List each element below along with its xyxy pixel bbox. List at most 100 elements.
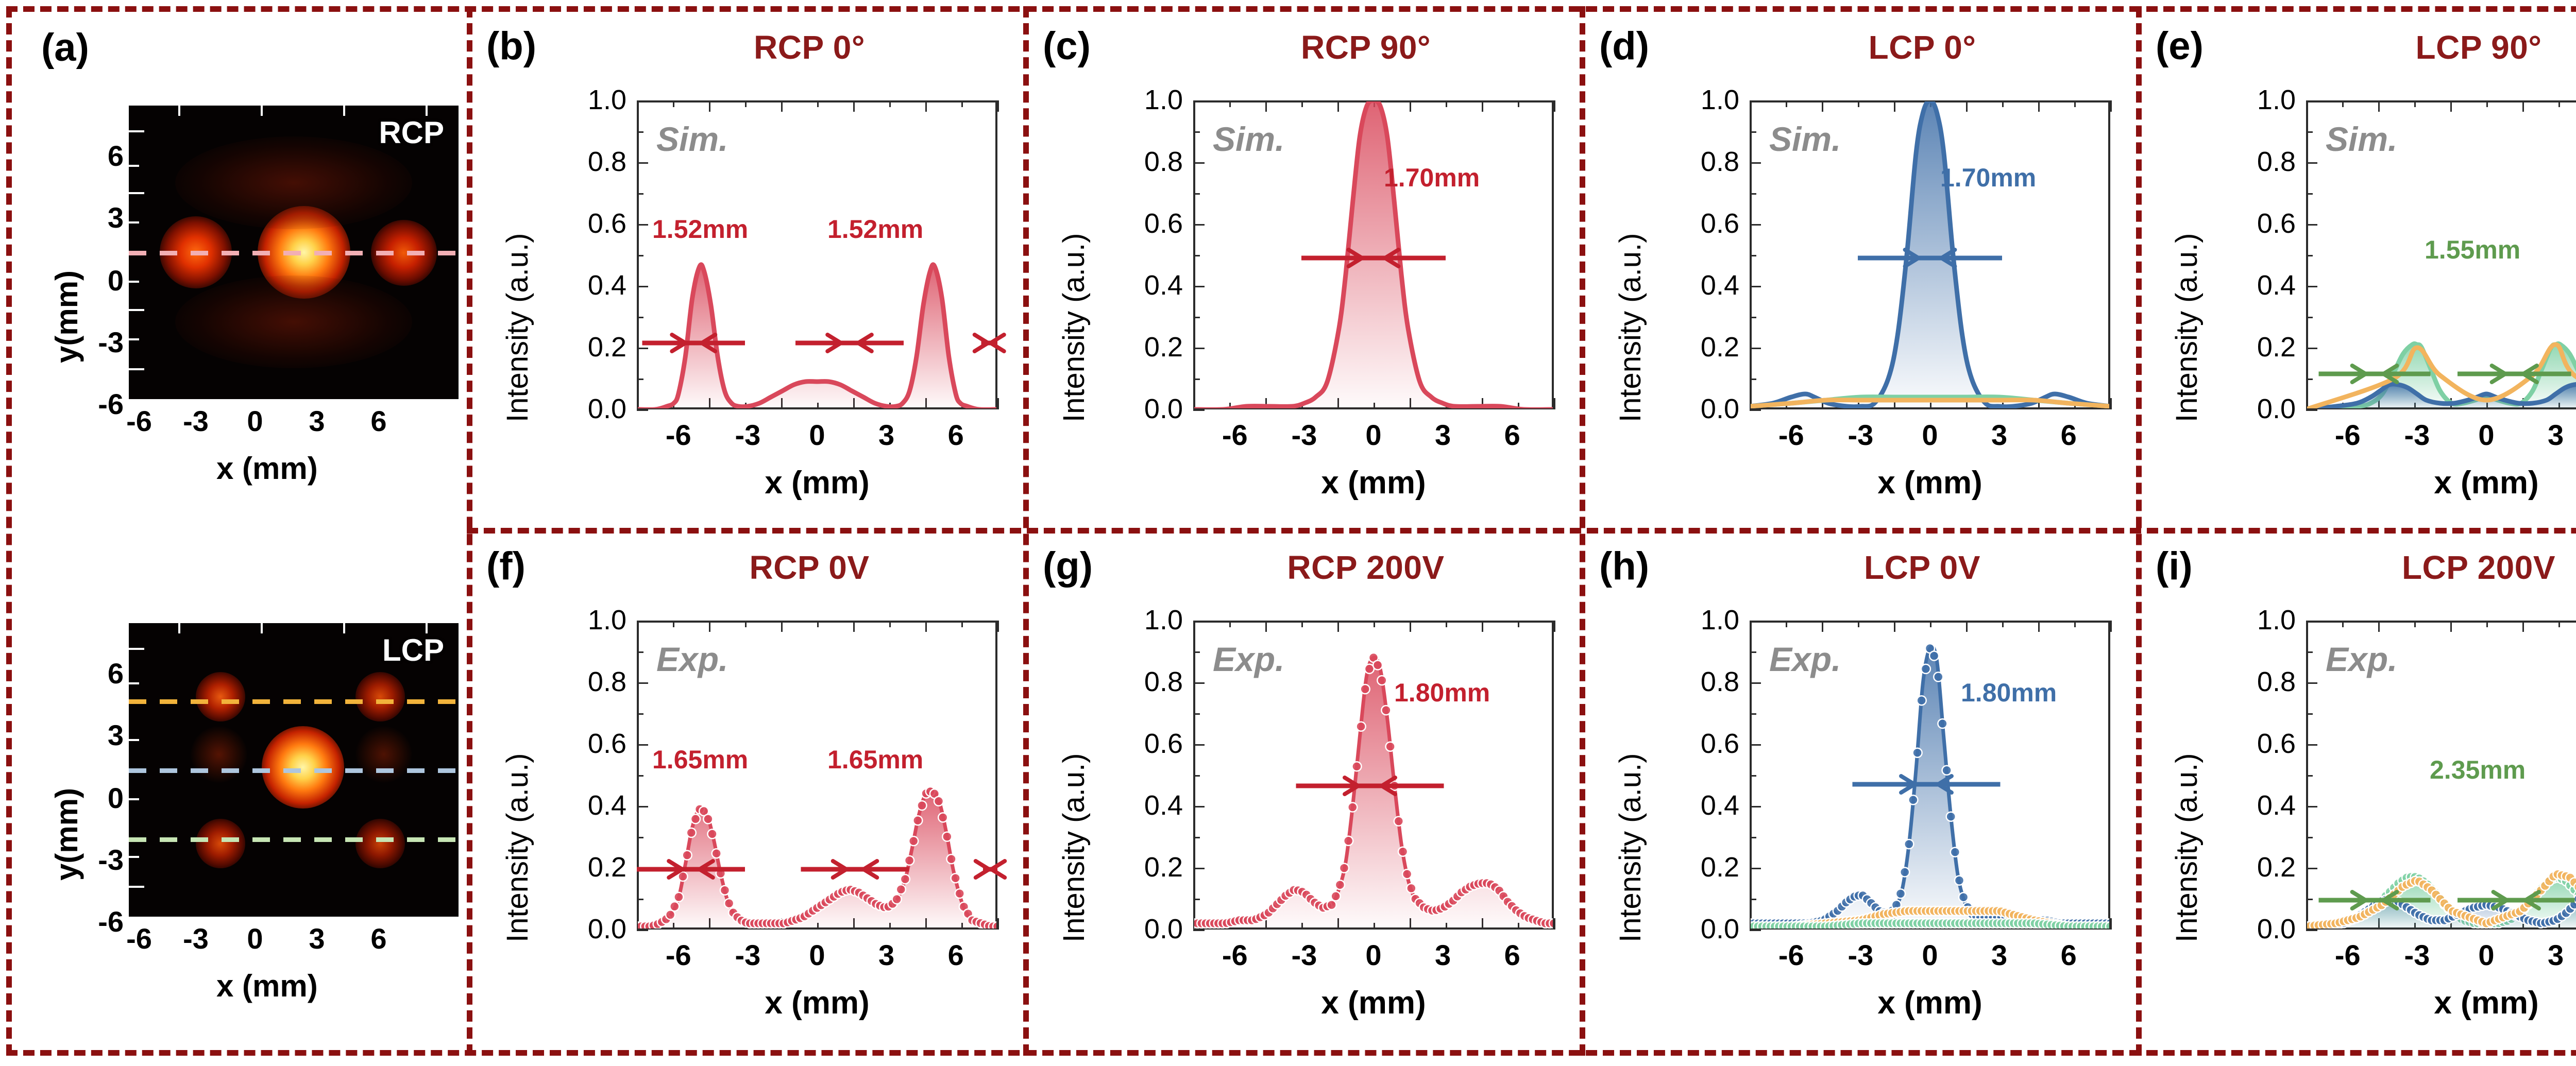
- panel-b-fwhm-arrowhead: [700, 341, 718, 353]
- panel-h-data-marker: [1895, 888, 1906, 899]
- panel-i-title: LCP 200V: [2401, 549, 2556, 586]
- panel-e-xtick-mark-top: [2486, 100, 2488, 107]
- panel-d-ytick-1p0: 1.0: [1700, 84, 1739, 115]
- panel-d-ytick-0p8: 0.8: [1700, 146, 1739, 177]
- image-lcp-xtick-0: 0: [247, 922, 263, 955]
- image-lcp-ytick-6: 6: [107, 657, 124, 690]
- image-lcp-ytick-neg6: -6: [98, 905, 124, 938]
- panel-i-fwhm-arrowhead: [2381, 890, 2399, 902]
- panel-f-data-marker: [690, 814, 701, 824]
- heatmap-lcp-lobe-bottomleft: [196, 819, 245, 868]
- panel-f-fwhm-arrowhead: [667, 859, 685, 871]
- panel-f-ytick-1p0: 1.0: [587, 605, 626, 635]
- panel-f-fwhm-arrowhead: [667, 867, 685, 880]
- panel-d-xtick-3: 3: [1991, 419, 2008, 451]
- panel-b-xtick-neg6: -6: [665, 419, 691, 451]
- panel-f-xtick-mark-top: [889, 621, 891, 627]
- panel-b-ytick-mark: [637, 255, 643, 256]
- panel-e-curves: [2307, 341, 2576, 408]
- panel-c-ytick-mark: [1193, 131, 1200, 133]
- panel-f-ytick-mark: [637, 775, 643, 777]
- panel-f-ytick-0p2: 0.2: [587, 852, 626, 883]
- heatmap-rcp-lower-ring: [175, 276, 412, 368]
- panel-h-data-marker: [1958, 891, 1969, 903]
- panel-i-xtick-mark-top: [2522, 621, 2524, 632]
- panel-f-fwhm-arrowhead: [831, 859, 849, 871]
- panel-g-ytick-0p6: 0.6: [1144, 728, 1183, 759]
- panel-i-ytick-mark: [2306, 713, 2313, 715]
- panel-i-xtick-mark-top: [2378, 621, 2380, 632]
- panel-g-xtick-mark-top: [1482, 621, 1483, 632]
- panel-g-xtick-mark: [1554, 918, 1555, 930]
- panel-b: (b) RCP 0° Intensity (a.u.) 1.0 0.8 0.6 0.4 0.2…: [467, 10, 1023, 528]
- panel-i-xtick-mark-top: [2558, 621, 2560, 627]
- heatmap-rcp-tag: RCP: [379, 115, 444, 150]
- panel-e-plot-area: [2306, 100, 2576, 409]
- panel-e-series-line: [2307, 382, 2576, 408]
- panel-h: (h) LCP 0V Intensity (a.u.) 1.0 0.8 0.6 0.4 0.2…: [1580, 530, 2136, 1056]
- panel-e-fwhm-arrowhead: [2521, 372, 2539, 384]
- image-lcp-xtitle: x (mm): [216, 969, 318, 1003]
- panel-f-data-marker: [946, 853, 957, 865]
- panel-f-xtick-3: 3: [878, 939, 895, 971]
- panel-i-ytick-mark: [2306, 899, 2313, 900]
- panel-d-fwhm-label-0: 1.70mm: [1940, 163, 2037, 192]
- panel-i-ytick-0p6: 0.6: [2257, 728, 2296, 759]
- panel-e-fwhm-label-0: 1.55mm: [2425, 235, 2521, 264]
- panel-e-xtick-neg3: -3: [2404, 419, 2430, 451]
- panel-i-xtick-mark-top: [2450, 621, 2452, 632]
- panel-h-ytick-mark: [1750, 651, 1756, 653]
- panel-h-xtick-mark-top: [1930, 621, 1931, 627]
- heatmap-rcp-top-tick-3: [343, 106, 345, 116]
- panel-h-ytick-mark: [1750, 621, 1761, 622]
- panel-b-ytick-mark: [637, 317, 643, 318]
- panel-f-ytick-mark: [637, 682, 648, 684]
- panel-g-ytick-mark: [1193, 806, 1205, 807]
- panel-f-ytick-mark: [637, 930, 648, 931]
- panel-f-ytick-0p6: 0.6: [587, 728, 626, 759]
- panel-f-xtick-mark-top: [925, 621, 927, 632]
- heatmap-lcp-cutline-y0: [129, 768, 459, 773]
- panel-f-ytick-mark: [637, 744, 648, 746]
- panel-e-xtick-mark-top: [2450, 100, 2452, 112]
- panel-e-ytick-mark: [2306, 317, 2313, 318]
- panel-b-ytick-mark: [637, 162, 648, 164]
- panel-c-curves: [1194, 101, 1553, 408]
- panel-i-ytick-mark: [2306, 651, 2313, 653]
- panel-h-xtick-mark-top: [1822, 621, 1823, 632]
- panel-i-plot-area: [2306, 621, 2576, 930]
- panel-f-ytick-mark: [637, 713, 643, 715]
- panel-c-ytick-mark: [1193, 255, 1200, 256]
- heatmap-lcp-lobe-bottomright: [355, 819, 405, 868]
- image-lcp-ytick-3: 3: [107, 719, 124, 751]
- heatmap-lcp-left-tick-6: [129, 886, 144, 888]
- panel-h-xtick-mark-top: [1966, 621, 1968, 632]
- panel-c-mode-tag: Sim.: [1213, 120, 1285, 158]
- panel-g-xtick-mark-top: [1446, 621, 1447, 627]
- panel-f-data-marker: [933, 796, 944, 807]
- panel-f-data-marker: [719, 885, 731, 896]
- panel-d-xtick-6: 6: [2060, 419, 2077, 451]
- panel-b-fwhm-arrowhead: [988, 333, 1006, 345]
- panel-h-curves: [1751, 643, 2109, 929]
- panel-h-ytick-mark: [1750, 899, 1756, 900]
- panel-h-ytick-0p2: 0.2: [1700, 852, 1739, 883]
- panel-e: (e) LCP 90° Intensity (a.u.) 1.0 0.8 0.6 0.4 0.…: [2136, 10, 2576, 528]
- panel-g-data-marker: [1393, 816, 1404, 827]
- panel-f-xtick-mark-top: [853, 621, 855, 632]
- panel-g-xtick-neg6: -6: [1222, 939, 1248, 971]
- panel-e-fwhm-arrowhead: [2350, 372, 2368, 384]
- panel-h-ytick-mark: [1750, 713, 1756, 715]
- panel-d-ytick-mark: [1750, 317, 1756, 318]
- panel-e-ytick-mark: [2306, 131, 2313, 133]
- panel-g-data-marker: [1401, 869, 1413, 880]
- panel-e-ytick-0p0: 0.0: [2257, 393, 2296, 424]
- panel-b-ytick-mark: [637, 409, 648, 411]
- panel-g-ytick-mark: [1193, 899, 1200, 900]
- panel-d-xtick-mark-top: [2002, 100, 2004, 107]
- panel-h-xtick-mark-top: [1786, 621, 1787, 627]
- panel-d-xtick-mark-top: [2074, 100, 2076, 107]
- panel-d-xtick-mark-top: [2038, 100, 2040, 112]
- panel-b-label: (b): [486, 24, 537, 68]
